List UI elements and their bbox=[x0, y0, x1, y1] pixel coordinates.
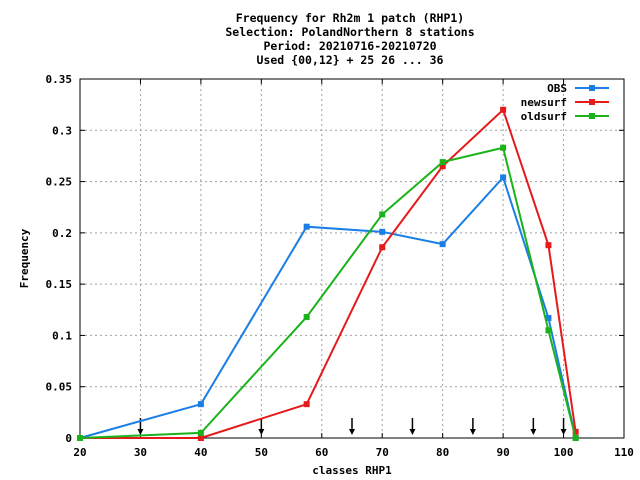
chart-title: Frequency for Rh2m 1 patch (RHP1)Selecti… bbox=[225, 11, 474, 67]
legend-label: oldsurf bbox=[521, 110, 567, 123]
y-tick-label: 0.1 bbox=[52, 329, 72, 342]
series-line-OBS bbox=[79, 175, 577, 439]
data-point-oldsurf bbox=[303, 313, 310, 320]
class-boundary-arrow-head bbox=[560, 429, 567, 435]
grid bbox=[80, 79, 624, 438]
x-tick-label: 30 bbox=[134, 446, 147, 459]
series-line-oldsurf bbox=[79, 146, 577, 439]
x-tick-label: 50 bbox=[255, 446, 268, 459]
legend-swatch-marker bbox=[589, 99, 595, 105]
title-line: Frequency for Rh2m 1 patch (RHP1) bbox=[236, 11, 464, 25]
data-point-OBS bbox=[439, 241, 446, 248]
legend-swatch-marker bbox=[589, 113, 595, 119]
data-point-newsurf bbox=[197, 435, 204, 441]
data-point-newsurf bbox=[545, 242, 552, 249]
class-boundary-arrows bbox=[137, 418, 567, 435]
x-tick-label: 40 bbox=[194, 446, 207, 459]
title-line: Used {00,12} + 25 26 ... 36 bbox=[257, 53, 444, 67]
class-boundary-arrow-head bbox=[469, 429, 476, 435]
title-line: Selection: PolandNorthern 8 stations bbox=[225, 25, 474, 39]
y-tick-label: 0.15 bbox=[46, 278, 73, 291]
data-point-oldsurf bbox=[439, 159, 446, 166]
data-point-newsurf bbox=[500, 106, 507, 113]
data-point-newsurf bbox=[303, 401, 310, 408]
series-line-newsurf bbox=[80, 107, 577, 439]
y-axis-label: Frequency bbox=[18, 228, 31, 288]
x-tick-label: 20 bbox=[73, 446, 86, 459]
data-point-newsurf bbox=[572, 428, 579, 435]
data-point-newsurf bbox=[439, 163, 446, 170]
data-point-oldsurf bbox=[197, 429, 204, 436]
class-boundary-arrow-head bbox=[349, 429, 355, 435]
x-tick-label: 60 bbox=[315, 446, 328, 459]
x-tick-label: 100 bbox=[554, 446, 574, 459]
legend-label: OBS bbox=[547, 82, 567, 95]
data-point-OBS bbox=[379, 228, 386, 235]
y-tick-label: 0 bbox=[65, 432, 72, 445]
series bbox=[77, 106, 579, 441]
x-tick-label: 90 bbox=[496, 446, 509, 459]
data-point-oldsurf bbox=[545, 327, 552, 334]
data-point-oldsurf bbox=[572, 435, 579, 441]
data-point-OBS bbox=[197, 401, 204, 408]
data-point-oldsurf bbox=[77, 435, 83, 441]
data-point-oldsurf bbox=[379, 211, 386, 218]
x-tick-label: 110 bbox=[614, 446, 634, 459]
class-boundary-arrow-head bbox=[530, 429, 537, 435]
class-boundary-arrow-head bbox=[258, 429, 265, 435]
data-point-OBS bbox=[500, 174, 507, 181]
x-axis-label: classes RHP1 bbox=[312, 464, 392, 477]
class-boundary-arrow-head bbox=[409, 429, 416, 435]
y-tick-label: 0.2 bbox=[52, 227, 72, 240]
x-tick-label: 80 bbox=[436, 446, 449, 459]
y-tick-label: 0.35 bbox=[46, 73, 73, 86]
x-axis-ticks: 20 30 40 50 60 70 80 90 100 110 bbox=[73, 79, 634, 459]
y-tick-label: 0.05 bbox=[46, 381, 73, 394]
legend-label: newsurf bbox=[521, 96, 567, 109]
data-point-OBS bbox=[545, 314, 552, 321]
class-boundary-arrow-head bbox=[137, 429, 144, 435]
plot-frame bbox=[79, 78, 625, 439]
y-tick-label: 0.25 bbox=[46, 176, 73, 189]
legend-swatch-marker bbox=[589, 85, 595, 91]
y-axis-ticks: 0 0.05 0.1 0.15 0.2 0.25 0.3 0.35 bbox=[46, 73, 624, 445]
data-point-oldsurf bbox=[500, 144, 507, 151]
y-tick-label: 0.3 bbox=[52, 124, 72, 137]
x-tick-label: 70 bbox=[376, 446, 389, 459]
data-point-newsurf bbox=[379, 244, 386, 251]
data-point-OBS bbox=[303, 223, 310, 230]
title-line: Period: 20210716-20210720 bbox=[263, 39, 436, 53]
